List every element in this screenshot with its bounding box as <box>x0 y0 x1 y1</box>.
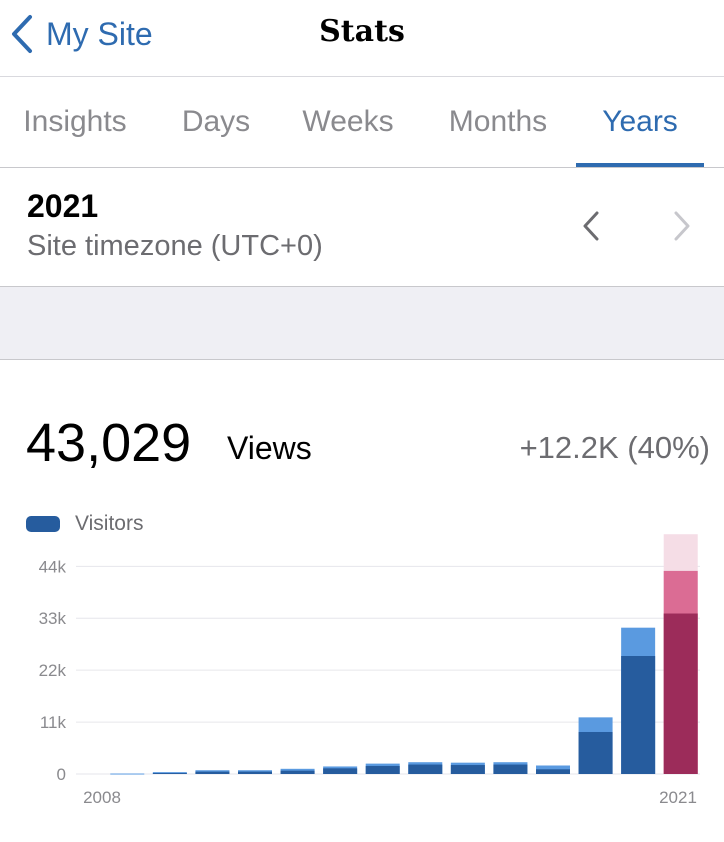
active-tab-indicator <box>576 163 704 167</box>
views-bar-chart[interactable]: 0 11k 22k 33k 44k 2008 2021 <box>0 530 724 830</box>
legend-label-visitors: Visitors <box>75 512 144 535</box>
bar-visitors <box>408 764 443 774</box>
next-period-button[interactable] <box>665 208 699 248</box>
x-tick-label: 2021 <box>659 788 697 807</box>
bar-visitors <box>195 771 230 774</box>
bar-visitors <box>280 770 315 774</box>
bar-views <box>110 773 145 775</box>
navigation-bar: My Site Stats <box>0 0 724 77</box>
chevron-right-icon <box>673 211 691 246</box>
period-tabs: Insights Days Weeks Months Years <box>0 77 724 168</box>
bar-visitors <box>493 764 528 774</box>
y-tick-label: 0 <box>57 765 66 784</box>
views-summary: 43,029 Views +12.2K (40%) Visitors <box>0 360 724 842</box>
chevron-left-icon <box>10 14 34 54</box>
section-spacer <box>0 287 724 360</box>
bar-visitors <box>450 765 485 774</box>
tab-years[interactable]: Years <box>602 105 678 138</box>
chart-canvas: 0 11k 22k 33k 44k 2008 2021 <box>39 534 700 807</box>
back-button-label: My Site <box>46 15 153 52</box>
bar-visitors <box>578 731 613 774</box>
views-count: 43,029 <box>26 413 192 473</box>
period-year: 2021 <box>27 188 99 224</box>
chart-legend: Visitors <box>26 512 143 536</box>
chevron-left-icon <box>582 211 600 246</box>
y-tick-label: 22k <box>39 661 67 680</box>
bar-visitors <box>152 773 187 774</box>
bar-visitors <box>365 765 400 774</box>
period-selector: 2021 Site timezone (UTC+0) <box>0 168 724 287</box>
bar-visitors <box>238 771 272 774</box>
y-tick-label: 33k <box>39 609 67 628</box>
bar-visitors <box>536 769 570 774</box>
y-tick-label: 11k <box>40 713 67 732</box>
x-tick-label: 2008 <box>83 788 121 807</box>
views-change: +12.2K (40%) <box>519 430 710 465</box>
tab-weeks[interactable]: Weeks <box>302 105 394 138</box>
back-button[interactable]: My Site <box>10 12 153 56</box>
previous-period-button[interactable] <box>574 208 608 248</box>
bar-visitors <box>621 656 656 774</box>
tab-days[interactable]: Days <box>181 105 251 138</box>
tab-months[interactable]: Months <box>448 105 548 138</box>
page-title: Stats <box>319 14 405 49</box>
period-timezone: Site timezone (UTC+0) <box>27 230 323 262</box>
views-label: Views <box>227 430 312 466</box>
bar-visitors <box>323 768 358 774</box>
y-tick-label: 44k <box>39 557 67 576</box>
legend-swatch-visitors <box>26 516 60 532</box>
tab-insights[interactable]: Insights <box>23 105 127 138</box>
bar-visitors <box>663 613 698 774</box>
